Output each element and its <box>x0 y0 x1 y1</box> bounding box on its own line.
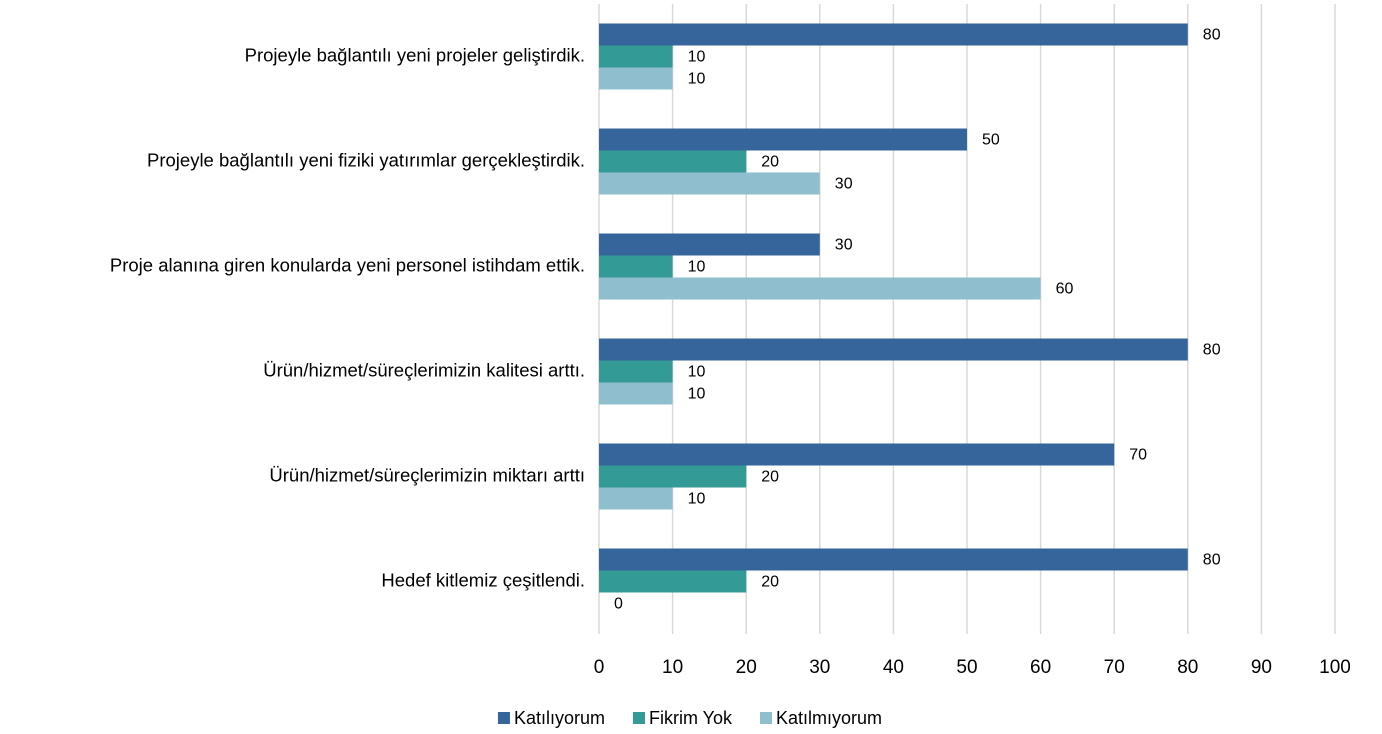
data-label: 10 <box>688 49 706 66</box>
legend-item: Fikrim Yok <box>632 708 733 728</box>
bar <box>599 360 673 383</box>
data-label: 10 <box>688 491 706 508</box>
legend-swatch <box>760 712 773 724</box>
bar <box>599 67 673 90</box>
legend-label: Fikrim Yok <box>649 708 733 728</box>
x-tick-label: 100 <box>1319 657 1351 678</box>
data-label: 20 <box>761 154 779 171</box>
bar <box>599 150 747 173</box>
x-tick-label: 30 <box>809 657 830 678</box>
x-tick-label: 80 <box>1177 657 1198 678</box>
data-label: 80 <box>1203 552 1221 569</box>
data-label: 30 <box>835 237 853 254</box>
category-label: Proje alanına giren konularda yeni perso… <box>110 254 585 275</box>
data-label: 80 <box>1203 342 1221 359</box>
data-label: 70 <box>1129 447 1147 464</box>
bar <box>599 255 673 278</box>
category-label: Projeyle bağlantılı yeni fiziki yatırıml… <box>147 149 585 170</box>
bar <box>599 45 673 68</box>
data-label: 10 <box>688 364 706 381</box>
legend-item: Katılıyorum <box>497 708 605 728</box>
x-tick-label: 10 <box>662 657 683 678</box>
x-tick-label: 20 <box>736 657 757 678</box>
bar <box>599 570 747 593</box>
x-tick-label: 70 <box>1104 657 1125 678</box>
x-tick-label: 50 <box>956 657 977 678</box>
x-tick-label: 90 <box>1251 657 1272 678</box>
bar <box>599 233 820 256</box>
bar <box>599 277 1041 300</box>
legend-label: Katılıyorum <box>514 708 605 728</box>
category-label: Ürün/hizmet/süreçlerimizin miktarı arttı <box>269 464 585 485</box>
x-tick-label: 60 <box>1030 657 1051 678</box>
bar <box>599 487 673 510</box>
bar <box>599 23 1188 46</box>
category-label: Projeyle bağlantılı yeni projeler gelişt… <box>245 44 585 65</box>
data-label: 10 <box>688 71 706 88</box>
data-label: 0 <box>614 596 623 613</box>
data-label: 80 <box>1203 27 1221 44</box>
legend-label: Katılmıyorum <box>776 708 882 728</box>
data-label: 60 <box>1056 281 1074 298</box>
legend-item: Katılmıyorum <box>760 708 882 728</box>
bar <box>599 382 673 405</box>
data-label: 10 <box>688 386 706 403</box>
bar <box>599 443 1115 466</box>
bar <box>599 172 820 195</box>
bar <box>599 128 967 151</box>
legend-swatch <box>632 712 645 724</box>
bar <box>599 548 1188 571</box>
data-label: 20 <box>761 574 779 591</box>
category-label: Ürün/hizmet/süreçlerimizin kalitesi artt… <box>263 359 585 380</box>
x-tick-label: 0 <box>594 657 605 678</box>
bar <box>599 338 1188 361</box>
data-label: 20 <box>761 469 779 486</box>
data-label: 30 <box>835 176 853 193</box>
x-tick-label: 40 <box>883 657 904 678</box>
category-label: Hedef kitlemiz çeşitlendi. <box>381 569 585 590</box>
data-label: 50 <box>982 132 1000 149</box>
bar <box>599 465 747 488</box>
legend-swatch <box>497 712 510 724</box>
data-label: 10 <box>688 259 706 276</box>
